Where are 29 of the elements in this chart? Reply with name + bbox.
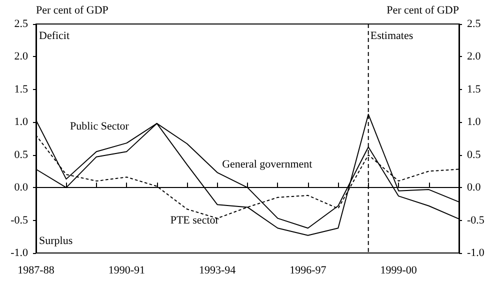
y2-tick-label: 1.0 — [467, 116, 482, 128]
y-tick-label: -0.5 — [10, 214, 28, 226]
x-tick-label: 1999-00 — [380, 264, 418, 276]
y2-tick-label: 2.5 — [467, 18, 482, 30]
y2-axis-title: Per cent of GDP — [386, 4, 459, 16]
y-tick-label: 0.5 — [14, 148, 28, 161]
y2-tick-label: -1.0 — [467, 247, 485, 259]
y2-tick-label: 2.0 — [467, 50, 482, 63]
y-tick-label: 2.5 — [14, 18, 28, 30]
annotation: Surplus — [39, 235, 73, 247]
y-tick-label: 1.5 — [14, 83, 28, 96]
y-tick-label: 0.0 — [14, 182, 28, 194]
y-tick-label: -1.0 — [10, 247, 28, 259]
y2-tick-label: 1.5 — [467, 83, 482, 96]
y-tick-label: 2.0 — [14, 50, 28, 63]
series-label: General government — [222, 158, 312, 171]
annotation: Deficit — [39, 30, 70, 42]
x-tick-label: 1993-94 — [198, 264, 236, 276]
x-tick-label: 1990-91 — [108, 264, 145, 276]
y-tick-label: 1.0 — [14, 116, 28, 128]
x-tick-label: 1987-88 — [18, 264, 55, 276]
y2-tick-label: -0.5 — [467, 214, 485, 226]
series-label: Public Sector — [70, 120, 130, 133]
y2-tick-label: 0.0 — [467, 182, 482, 194]
y-axis-title: Per cent of GDP — [36, 4, 108, 16]
annotation: Estimates — [370, 30, 414, 42]
x-tick-label: 1996-97 — [290, 264, 327, 276]
y2-tick-label: 0.5 — [467, 148, 482, 161]
series-label: PTE sector — [170, 214, 220, 226]
